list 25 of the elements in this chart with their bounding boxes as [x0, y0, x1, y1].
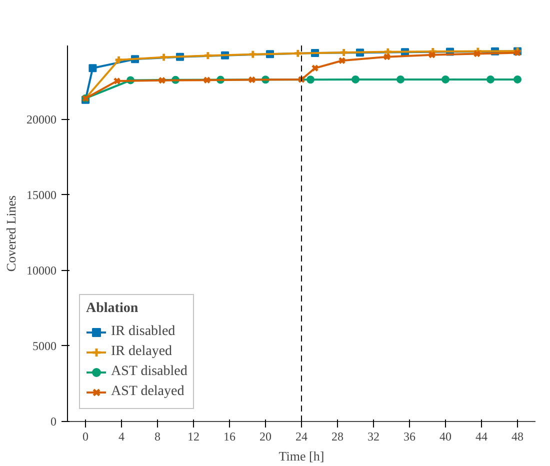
x-tick-label: 4	[118, 430, 124, 444]
y-tick-label: 0	[50, 414, 56, 428]
legend-label: AST delayed	[111, 384, 184, 400]
x-tick-label: 44	[476, 430, 488, 444]
y-tick-label: 5000	[32, 339, 56, 353]
y-tick-label: 15000	[26, 188, 56, 202]
y-axis-title: Covered Lines	[4, 195, 18, 272]
x-tick-label: 16	[224, 430, 236, 444]
x-tick-label: 0	[82, 430, 88, 444]
y-tick-label: 10000	[26, 263, 56, 278]
y-tick-label: 20000	[26, 112, 56, 126]
x-tick-label: 8	[154, 430, 160, 444]
legend-label: AST disabled	[111, 364, 188, 380]
x-tick-label: 48	[512, 430, 524, 444]
legend-title: Ablation	[86, 301, 140, 317]
x-tick-label: 24	[296, 430, 308, 444]
legend-label: IR disabled	[111, 324, 176, 340]
legend-label: IR delayed	[111, 344, 172, 360]
x-tick-label: 32	[368, 430, 380, 444]
x-axis-title: Time [h]	[278, 448, 324, 464]
x-tick-label: 36	[404, 430, 416, 444]
x-tick-label: 20	[260, 430, 272, 444]
x-tick-label: 40	[440, 430, 452, 444]
x-tick-label: 12	[188, 430, 200, 444]
x-tick-label: 28	[332, 430, 344, 444]
